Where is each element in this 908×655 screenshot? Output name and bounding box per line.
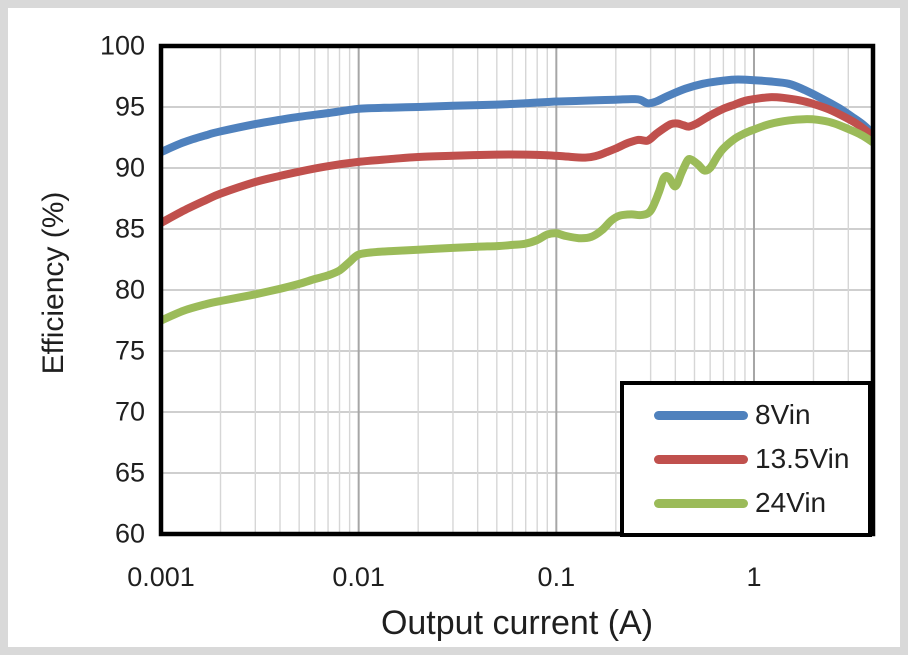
- y-tick-label: 100: [99, 30, 145, 61]
- y-tick-label: 90: [114, 152, 145, 183]
- x-tick-label: 0.1: [537, 562, 576, 592]
- y-tick-label: 75: [114, 335, 145, 366]
- y-tick-label: 85: [114, 213, 145, 244]
- series-line-swatch: [654, 454, 748, 464]
- series-line-swatch: [654, 410, 748, 420]
- x-tick-label: 0.001: [127, 562, 195, 592]
- series-line-swatch: [654, 498, 748, 508]
- legend: 8Vin 13.5Vin 24Vin: [620, 381, 872, 537]
- legend-item-24vin: 24Vin: [654, 489, 868, 517]
- y-tick-label: 80: [114, 274, 145, 305]
- x-tick-label: 0.01: [332, 562, 385, 592]
- x-axis-title: Output current (A): [380, 604, 654, 642]
- y-tick-label: 60: [114, 518, 145, 549]
- y-axis-title: Efficiency (%): [37, 191, 70, 375]
- x-tick-label: 1: [746, 562, 762, 592]
- y-tick-label: 95: [114, 91, 145, 122]
- y-tick-label: 70: [114, 396, 145, 427]
- legend-item-13-5vin: 13.5Vin: [654, 445, 868, 473]
- legend-label: 8Vin: [755, 399, 811, 430]
- legend-item-8vin: 8Vin: [654, 401, 868, 429]
- legend-label: 24Vin: [755, 487, 827, 518]
- plot-area: [158, 43, 876, 537]
- legend-label: 13.5Vin: [755, 443, 850, 474]
- y-tick-label: 65: [114, 457, 145, 488]
